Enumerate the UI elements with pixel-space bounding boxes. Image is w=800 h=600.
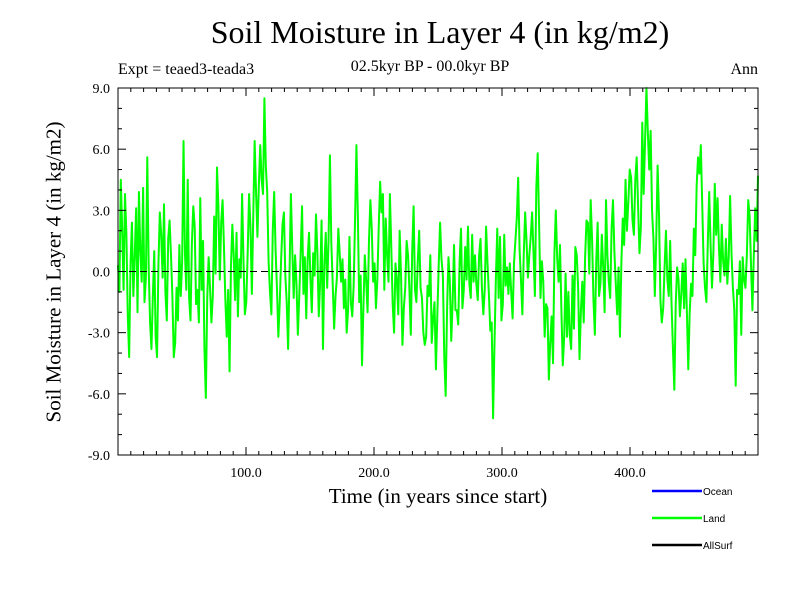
y-tick-label: 3.0 (93, 204, 111, 219)
legend: Ocean Land AllSurf (652, 487, 733, 552)
y-tick-label: 9.0 (93, 82, 111, 97)
y-tick-label: -3.0 (88, 327, 110, 342)
x-tick-label: 200.0 (358, 466, 390, 481)
chart-subtitle: 02.5kyr BP - 00.0kyr BP (350, 58, 510, 75)
y-tick-label: -9.0 (88, 449, 110, 464)
legend-label-ocean: Ocean (703, 487, 732, 498)
x-axis-label: Time (in years since start) (328, 484, 548, 508)
y-tick-label: 0.0 (93, 266, 111, 281)
series-line-land (117, 87, 759, 420)
x-tick-label: 100.0 (230, 466, 262, 481)
season-label: Ann (730, 61, 758, 78)
y-tick-label: 6.0 (93, 143, 111, 158)
legend-label-land: Land (703, 514, 725, 525)
legend-label-allsurf: AllSurf (703, 541, 733, 552)
y-tick-label: -6.0 (88, 388, 110, 403)
x-tick-label: 300.0 (486, 466, 518, 481)
axes-layer: -9.0 -6.0 -3.0 0.0 3.0 6.0 9.0 100.0 200.0 300.0 4… (88, 82, 759, 481)
series-layer (117, 87, 759, 420)
experiment-label: Expt = teaed3-teada3 (118, 61, 255, 78)
x-tick-label: 400.0 (614, 466, 646, 481)
chart-title: Soil Moisture in Layer 4 (in kg/m2) (210, 14, 670, 50)
